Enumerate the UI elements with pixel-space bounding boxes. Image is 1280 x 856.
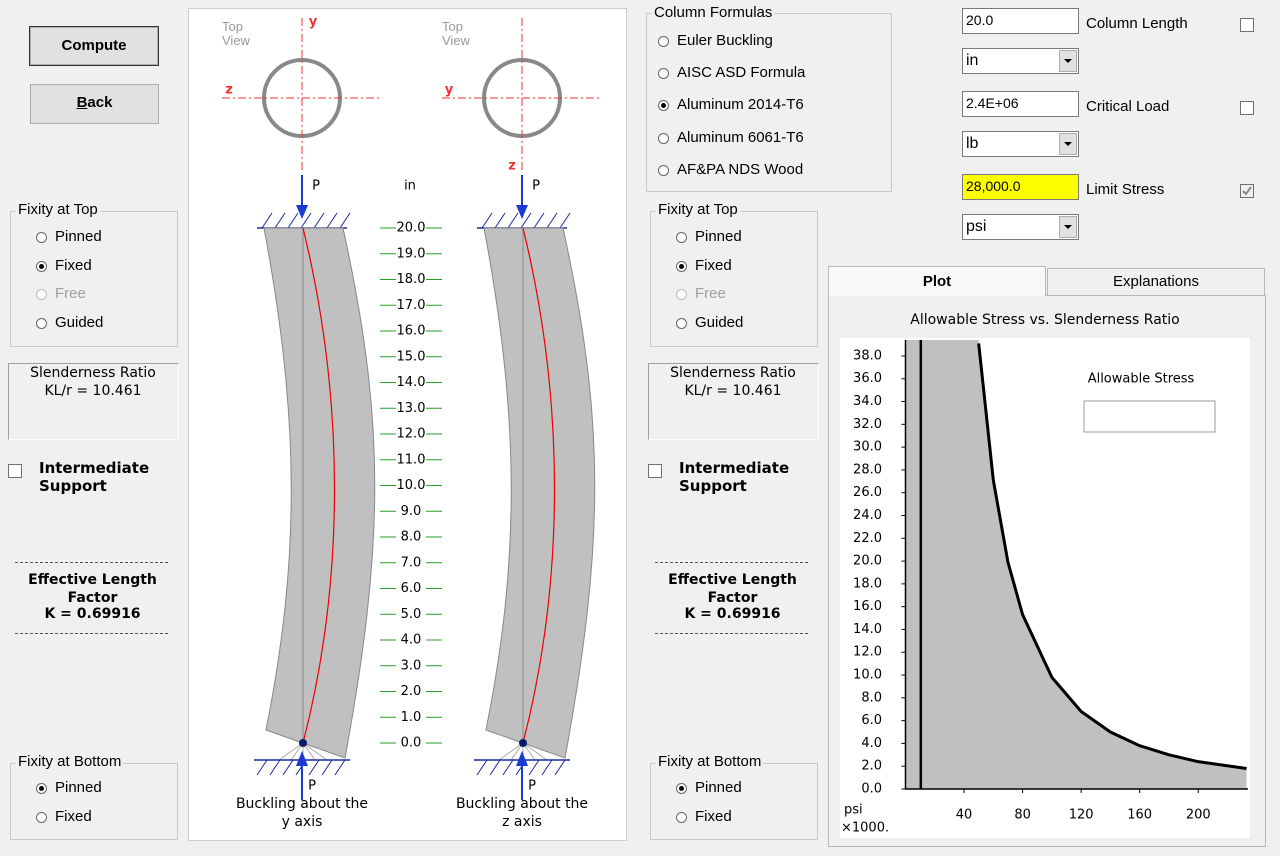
radio-dot bbox=[661, 103, 666, 108]
input-label: Critical Load bbox=[1086, 98, 1170, 115]
text-input[interactable]: 28,000.0 bbox=[962, 174, 1079, 200]
divider bbox=[15, 562, 168, 563]
radio-button[interactable] bbox=[658, 100, 669, 111]
dropdown-button[interactable] bbox=[1059, 133, 1077, 155]
radio-button[interactable] bbox=[658, 133, 669, 144]
group-title: Fixity at Top bbox=[16, 201, 100, 218]
radio-button[interactable] bbox=[36, 318, 47, 329]
effective-title: Effective Length Factor bbox=[668, 572, 797, 606]
tab[interactable]: Plot bbox=[828, 266, 1046, 296]
group-title: Fixity at Top bbox=[656, 201, 740, 218]
radio-dot bbox=[39, 786, 44, 791]
radio-button[interactable] bbox=[676, 232, 687, 243]
radio-button[interactable] bbox=[36, 261, 47, 272]
compute-button[interactable]: Compute bbox=[29, 26, 159, 66]
dropdown[interactable]: in bbox=[962, 48, 1079, 74]
dropdown-button[interactable] bbox=[1059, 50, 1077, 72]
divider bbox=[655, 562, 808, 563]
effective-title: Effective Length Factor bbox=[28, 572, 157, 606]
radio-label[interactable]: AF&PA NDS Wood bbox=[677, 161, 804, 178]
checkbox[interactable] bbox=[1240, 18, 1254, 32]
dropdown-arrow bbox=[1064, 59, 1072, 63]
checkbox[interactable] bbox=[1240, 101, 1254, 115]
slenderness-value: KL/r = 10.461 bbox=[44, 383, 142, 399]
group-box bbox=[650, 763, 818, 840]
text-input[interactable]: 2.4E+06 bbox=[962, 91, 1079, 117]
radio-dot bbox=[679, 264, 684, 269]
radio-button[interactable] bbox=[676, 783, 687, 794]
radio-button[interactable] bbox=[676, 318, 687, 329]
radio-button[interactable] bbox=[36, 232, 47, 243]
intermediate-label: Intermediate Support bbox=[39, 459, 150, 495]
effective-value: K = 0.69916 bbox=[684, 606, 781, 622]
tab[interactable]: Explanations bbox=[1047, 268, 1265, 296]
dropdown[interactable]: lb bbox=[962, 131, 1079, 157]
radio-label[interactable]: Euler Buckling bbox=[677, 32, 773, 49]
radio-button[interactable] bbox=[658, 165, 669, 176]
radio-label[interactable]: Guided bbox=[55, 314, 104, 331]
slenderness-box bbox=[648, 363, 819, 440]
back-button[interactable]: Back bbox=[30, 84, 159, 124]
radio-label[interactable]: Pinned bbox=[55, 228, 102, 245]
divider bbox=[15, 633, 168, 634]
radio-button bbox=[676, 289, 687, 300]
radio-button bbox=[36, 289, 47, 300]
radio-label[interactable]: Fixed bbox=[55, 257, 92, 274]
radio-label[interactable]: Pinned bbox=[695, 228, 742, 245]
slenderness-title: Slenderness Ratio bbox=[670, 365, 796, 381]
top-view-label: Top View bbox=[222, 19, 250, 48]
group-box bbox=[10, 763, 178, 840]
slenderness-title: Slenderness Ratio bbox=[30, 365, 156, 381]
intermediate-label: Intermediate Support bbox=[679, 459, 790, 495]
caption: Buckling about the z axis bbox=[455, 796, 589, 830]
divider bbox=[655, 633, 808, 634]
check-mark bbox=[1242, 186, 1252, 196]
radio-button[interactable] bbox=[658, 68, 669, 79]
dropdown-arrow bbox=[1064, 225, 1072, 229]
plot-title: Allowable Stress vs. Slenderness Ratio bbox=[910, 312, 1180, 328]
radio-label[interactable]: Fixed bbox=[695, 257, 732, 274]
caption: Buckling about the y axis bbox=[235, 796, 369, 830]
intermediate-checkbox[interactable] bbox=[648, 464, 662, 478]
top-view-label: Top View bbox=[442, 19, 470, 48]
group-title: Fixity at Bottom bbox=[656, 753, 764, 770]
radio-button[interactable] bbox=[36, 812, 47, 823]
group-title: Fixity at Bottom bbox=[16, 753, 124, 770]
plot-area bbox=[840, 338, 1250, 838]
radio-button[interactable] bbox=[676, 261, 687, 272]
radio-dot bbox=[39, 264, 44, 269]
diagram-panel bbox=[188, 8, 627, 841]
radio-label[interactable]: Pinned bbox=[55, 779, 102, 796]
text-input[interactable]: 20.0 bbox=[962, 8, 1079, 34]
effective-value: K = 0.69916 bbox=[44, 606, 141, 622]
group-title: Column Formulas bbox=[652, 4, 775, 21]
slenderness-box bbox=[8, 363, 179, 440]
radio-label[interactable]: Fixed bbox=[695, 808, 732, 825]
radio-button[interactable] bbox=[36, 783, 47, 794]
radio-label: Free bbox=[55, 285, 86, 302]
radio-button[interactable] bbox=[676, 812, 687, 823]
radio-label[interactable]: Guided bbox=[695, 314, 744, 331]
radio-label[interactable]: AISC ASD Formula bbox=[677, 64, 806, 81]
radio-label[interactable]: Pinned bbox=[695, 779, 742, 796]
radio-dot bbox=[679, 786, 684, 791]
input-label: Limit Stress bbox=[1086, 181, 1165, 198]
dropdown-button[interactable] bbox=[1059, 216, 1077, 238]
radio-label: Free bbox=[695, 285, 726, 302]
radio-label[interactable]: Fixed bbox=[55, 808, 92, 825]
input-label: Column Length bbox=[1086, 15, 1188, 32]
radio-label[interactable]: Aluminum 6061-T6 bbox=[677, 129, 804, 146]
check-mark bbox=[1242, 186, 1252, 196]
dropdown-arrow bbox=[1064, 142, 1072, 146]
intermediate-checkbox[interactable] bbox=[8, 464, 22, 478]
radio-button[interactable] bbox=[658, 36, 669, 47]
radio-label[interactable]: Aluminum 2014-T6 bbox=[677, 96, 804, 113]
dropdown[interactable]: psi bbox=[962, 214, 1079, 240]
slenderness-value: KL/r = 10.461 bbox=[684, 383, 782, 399]
checkbox[interactable] bbox=[1240, 184, 1254, 198]
